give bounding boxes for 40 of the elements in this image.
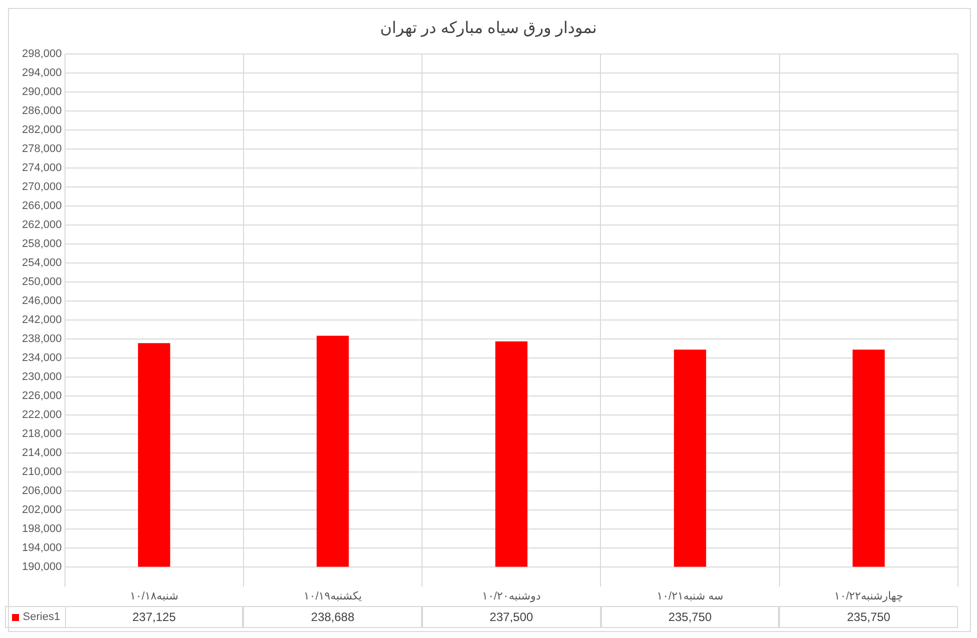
chart-title: نمودار ورق سیاه مبارکه در تهران bbox=[380, 20, 597, 38]
y-tick-label: 274,000 bbox=[22, 162, 62, 174]
y-tick-label: 206,000 bbox=[22, 484, 62, 497]
y-tick-label: 202,000 bbox=[22, 504, 62, 516]
x-tick-label: دوشنبه۱۰/۲۰ bbox=[482, 590, 541, 602]
y-tick-label: 270,000 bbox=[22, 181, 62, 194]
data-label: 238,688 bbox=[243, 606, 422, 628]
legend-label: Series1 bbox=[22, 611, 60, 623]
x-tick-label: شنبه۱۰/۱۸ bbox=[130, 590, 178, 602]
y-tick-label: 234,000 bbox=[22, 352, 62, 364]
data-label: 237,125 bbox=[64, 606, 244, 628]
x-tick-label: یکشنبه۱۰/۱۹ bbox=[304, 590, 362, 602]
data-label: 237,500 bbox=[422, 606, 601, 628]
y-tick-label: 230,000 bbox=[22, 370, 62, 383]
y-tick-label: 198,000 bbox=[22, 522, 62, 535]
y-tick-label: 246,000 bbox=[22, 295, 62, 308]
data-label: 235,750 bbox=[600, 606, 780, 628]
data-label: 235,750 bbox=[779, 606, 958, 628]
y-tick-label: 294,000 bbox=[22, 67, 62, 80]
y-tick-label: 258,000 bbox=[22, 238, 62, 250]
y-tick-label: 210,000 bbox=[22, 466, 62, 478]
y-tick-label: 218,000 bbox=[22, 428, 62, 440]
y-tick-label: 214,000 bbox=[22, 446, 62, 459]
y-tick-label: 290,000 bbox=[22, 86, 62, 98]
y-tick-label: 298,000 bbox=[22, 48, 62, 60]
y-tick-label: 282,000 bbox=[22, 124, 62, 136]
y-tick-label: 278,000 bbox=[22, 143, 62, 156]
y-tick-label: 222,000 bbox=[22, 408, 62, 421]
y-tick-label: 242,000 bbox=[22, 314, 62, 326]
y-tick-label: 190,000 bbox=[22, 560, 62, 573]
y-tick-label: 238,000 bbox=[22, 333, 62, 346]
y-tick-label: 286,000 bbox=[22, 105, 62, 118]
y-tick-label: 250,000 bbox=[22, 276, 62, 288]
x-tick-label: سه شنبه۱۰/۲۱ bbox=[656, 590, 724, 602]
y-tick-label: 194,000 bbox=[22, 542, 62, 554]
x-tick-label: چهارشنبه۱۰/۲۲ bbox=[834, 590, 904, 602]
y-tick-label: 262,000 bbox=[22, 219, 62, 232]
y-tick-label: 266,000 bbox=[22, 200, 62, 212]
y-tick-label: 254,000 bbox=[22, 257, 62, 270]
y-tick-label: 226,000 bbox=[22, 390, 62, 402]
